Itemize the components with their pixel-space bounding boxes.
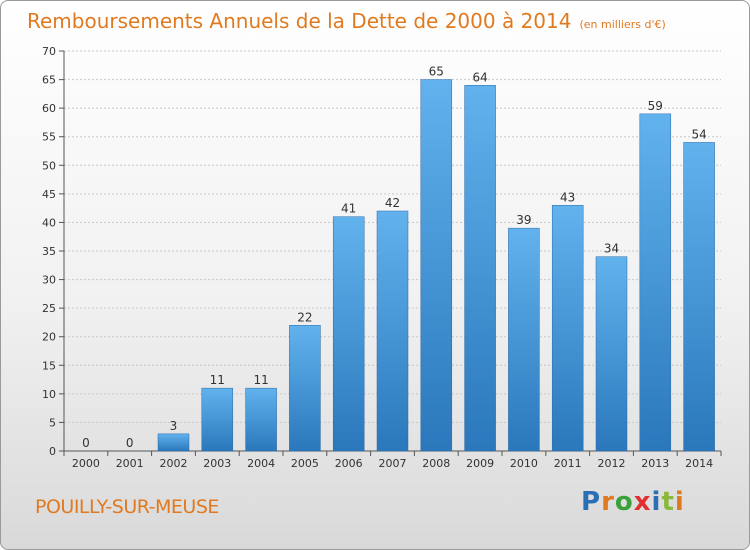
y-tick-label: 40 — [42, 216, 56, 229]
x-tick-label: 2007 — [379, 457, 407, 470]
bar — [683, 142, 715, 452]
x-tick-label: 2008 — [422, 457, 450, 470]
bar-value-label: 11 — [210, 373, 225, 387]
x-tick-label: 2002 — [160, 457, 188, 470]
logo-letter: o — [614, 487, 634, 517]
x-tick-label: 2014 — [685, 457, 713, 470]
place-name: POUILLY-SUR-MEUSE — [35, 496, 219, 518]
x-tick-label: 2006 — [335, 457, 363, 470]
bar — [157, 433, 190, 452]
bar-value-label: 3 — [170, 419, 178, 433]
title-text: Remboursements Annuels de la Dette de 20… — [27, 9, 572, 33]
x-tick-label: 2012 — [598, 457, 626, 470]
y-tick-label: 0 — [49, 445, 56, 458]
x-tick-label: 2010 — [510, 457, 538, 470]
y-tick-label: 70 — [42, 45, 56, 58]
bar-value-label: 42 — [385, 196, 400, 210]
bar — [551, 205, 584, 452]
chart-title: Remboursements Annuels de la Dette de 20… — [27, 9, 666, 33]
unit-note: (en milliers d'€) — [579, 18, 666, 31]
bar-value-label: 65 — [429, 65, 444, 79]
logo-letter: i — [674, 487, 685, 517]
bar-value-label: 0 — [126, 436, 134, 450]
y-tick-label: 25 — [42, 302, 56, 315]
logo-letter: r — [601, 487, 615, 517]
y-tick-label: 35 — [42, 245, 56, 258]
bar-value-label: 41 — [341, 202, 356, 216]
x-tick-label: 2011 — [554, 457, 582, 470]
bar-value-label: 43 — [560, 190, 575, 204]
logo-letter: P — [581, 487, 602, 517]
bar — [639, 113, 672, 452]
bar-value-label: 59 — [648, 99, 663, 113]
bar-value-label: 64 — [472, 70, 487, 84]
bar — [595, 256, 628, 452]
logo-letter: x — [633, 487, 652, 517]
bar-value-label: 54 — [691, 127, 706, 141]
x-tick-label: 2003 — [203, 457, 231, 470]
bar-value-label: 11 — [253, 373, 268, 387]
logo-letter: t — [661, 487, 675, 517]
bar — [464, 85, 496, 452]
x-tick-label: 2009 — [466, 457, 494, 470]
y-tick-label: 60 — [42, 102, 56, 115]
y-tick-label: 45 — [42, 188, 56, 201]
y-tick-label: 30 — [42, 274, 56, 287]
x-tick-label: 2005 — [291, 457, 319, 470]
x-tick-label: 2004 — [247, 457, 275, 470]
y-tick-label: 10 — [42, 388, 56, 401]
bar — [245, 387, 277, 452]
x-tick-label: 2001 — [116, 457, 144, 470]
bar-value-label: 39 — [516, 213, 531, 227]
bar — [508, 227, 540, 452]
y-tick-label: 15 — [42, 359, 56, 372]
bar — [420, 79, 453, 452]
y-tick-label: 5 — [49, 416, 56, 429]
y-tick-label: 55 — [42, 131, 56, 144]
bar — [201, 387, 234, 452]
y-tick-label: 65 — [42, 74, 56, 87]
bar-value-label: 0 — [82, 436, 90, 450]
bar — [376, 210, 409, 452]
bar-value-label: 34 — [604, 242, 619, 256]
x-tick-label: 2013 — [641, 457, 669, 470]
y-tick-label: 20 — [42, 331, 56, 344]
bar — [332, 216, 365, 452]
bar — [289, 325, 321, 452]
proxiti-logo: Proxiti — [581, 487, 685, 517]
y-tick-label: 50 — [42, 159, 56, 172]
logo-letter: i — [651, 487, 662, 517]
x-tick-label: 2000 — [72, 457, 100, 470]
bar-value-label: 22 — [297, 310, 312, 324]
